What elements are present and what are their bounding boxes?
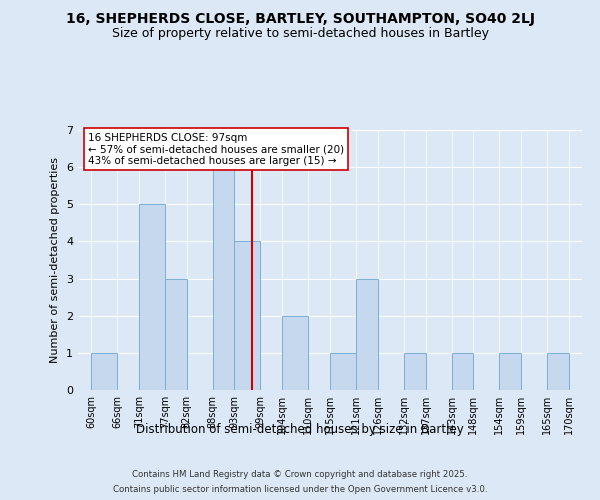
- Bar: [282, 316, 308, 390]
- Bar: [404, 353, 425, 390]
- Text: 16 SHEPHERDS CLOSE: 97sqm
← 57% of semi-detached houses are smaller (20)
43% of : 16 SHEPHERDS CLOSE: 97sqm ← 57% of semi-…: [88, 132, 344, 166]
- Bar: [235, 242, 260, 390]
- Y-axis label: Number of semi-detached properties: Number of semi-detached properties: [50, 157, 61, 363]
- Bar: [91, 353, 117, 390]
- Bar: [547, 353, 569, 390]
- Bar: [212, 167, 235, 390]
- Bar: [165, 278, 187, 390]
- Bar: [499, 353, 521, 390]
- Bar: [139, 204, 165, 390]
- Text: Contains HM Land Registry data © Crown copyright and database right 2025.: Contains HM Land Registry data © Crown c…: [132, 470, 468, 479]
- Text: Size of property relative to semi-detached houses in Bartley: Size of property relative to semi-detach…: [112, 28, 488, 40]
- Text: 16, SHEPHERDS CLOSE, BARTLEY, SOUTHAMPTON, SO40 2LJ: 16, SHEPHERDS CLOSE, BARTLEY, SOUTHAMPTO…: [65, 12, 535, 26]
- Text: Contains public sector information licensed under the Open Government Licence v3: Contains public sector information licen…: [113, 485, 487, 494]
- Bar: [452, 353, 473, 390]
- Bar: [356, 278, 378, 390]
- Bar: [330, 353, 356, 390]
- Text: Distribution of semi-detached houses by size in Bartley: Distribution of semi-detached houses by …: [136, 422, 464, 436]
